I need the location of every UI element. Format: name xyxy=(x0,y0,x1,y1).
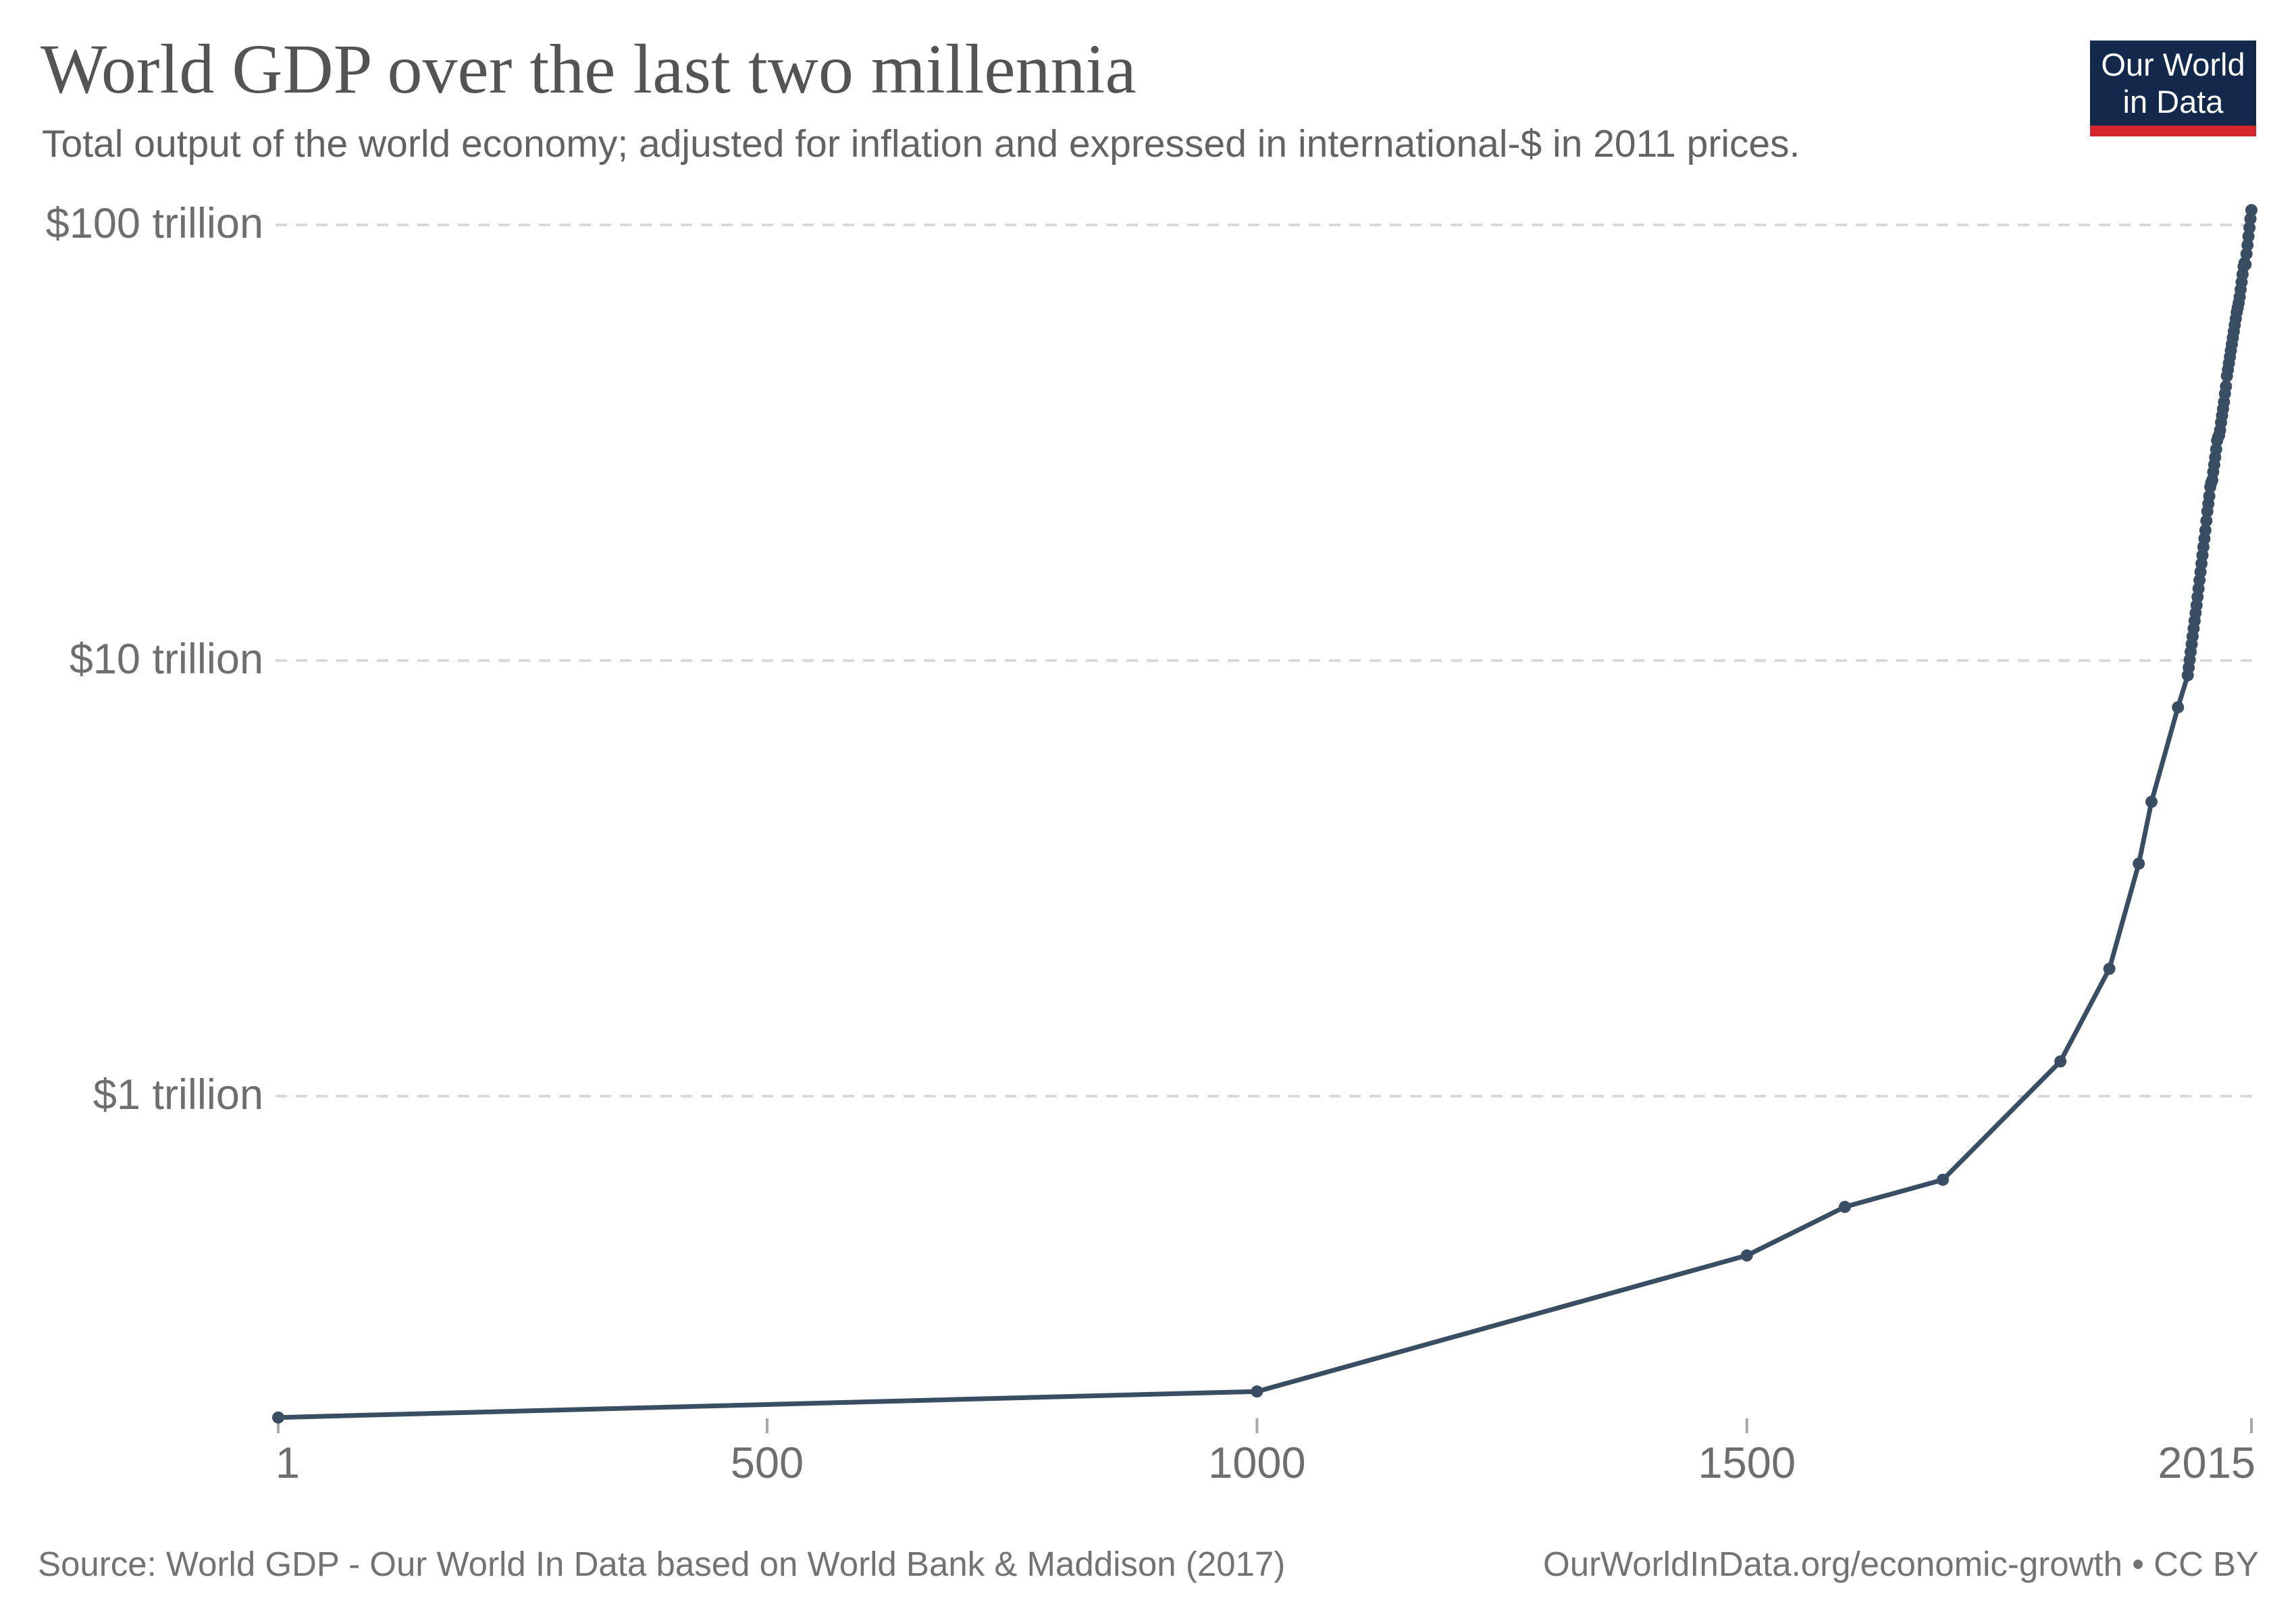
gdp-line xyxy=(276,207,2254,1420)
owid-logo[interactable]: Our World in Data xyxy=(2090,41,2256,136)
gdp-point xyxy=(2200,515,2213,527)
license-link[interactable]: OurWorldInData.org/economic-growth • CC … xyxy=(1543,1545,2259,1583)
gdp-point xyxy=(2220,380,2233,392)
owid-logo-line1: Our World xyxy=(2101,46,2245,82)
gdp-point xyxy=(2244,213,2257,226)
owid-logo-red-bar xyxy=(2090,126,2256,136)
owid-logo-line2: in Data xyxy=(2122,84,2224,120)
gdp-point xyxy=(2133,857,2145,870)
x-axis-label: 500 xyxy=(730,1438,804,1487)
y-axis-label: $1 trillion xyxy=(93,1071,263,1118)
gdp-point xyxy=(1838,1200,1851,1213)
gdp-point xyxy=(272,1411,284,1424)
x-axis-label: 1 xyxy=(275,1438,301,1487)
x-axis-label: 1000 xyxy=(1208,1438,1306,1487)
gdp-point xyxy=(2172,701,2185,714)
x-axis-label: 2015 xyxy=(2158,1438,2255,1487)
gdp-points xyxy=(272,204,2258,1424)
gdp-point xyxy=(2103,962,2116,975)
source-note: Source: World GDP - Our World In Data ba… xyxy=(38,1545,1286,1583)
chart-subtitle: Total output of the world economy; adjus… xyxy=(42,122,1800,165)
gdp-point xyxy=(2054,1055,2067,1068)
y-axis-label: $10 trillion xyxy=(69,636,263,683)
gdp-point xyxy=(2239,258,2252,271)
gdp-point xyxy=(2145,796,2158,808)
gdp-point xyxy=(2203,490,2216,503)
gdp-point xyxy=(2245,204,2258,217)
chart-title: World GDP over the last two millennia xyxy=(41,30,1137,108)
owid-logo-navy-box: Our World in Data xyxy=(2090,41,2256,126)
gdp-point xyxy=(1740,1249,1753,1262)
gdp-point xyxy=(2240,247,2253,260)
gdp-point xyxy=(1937,1173,1949,1186)
gdp-point xyxy=(2199,524,2212,537)
gdp-point xyxy=(2210,443,2222,456)
x-axis-label: 1500 xyxy=(1698,1438,1796,1487)
gdp-point xyxy=(2243,222,2256,234)
y-axis-label: $100 trillion xyxy=(45,200,263,247)
gdp-point xyxy=(1251,1385,1263,1398)
